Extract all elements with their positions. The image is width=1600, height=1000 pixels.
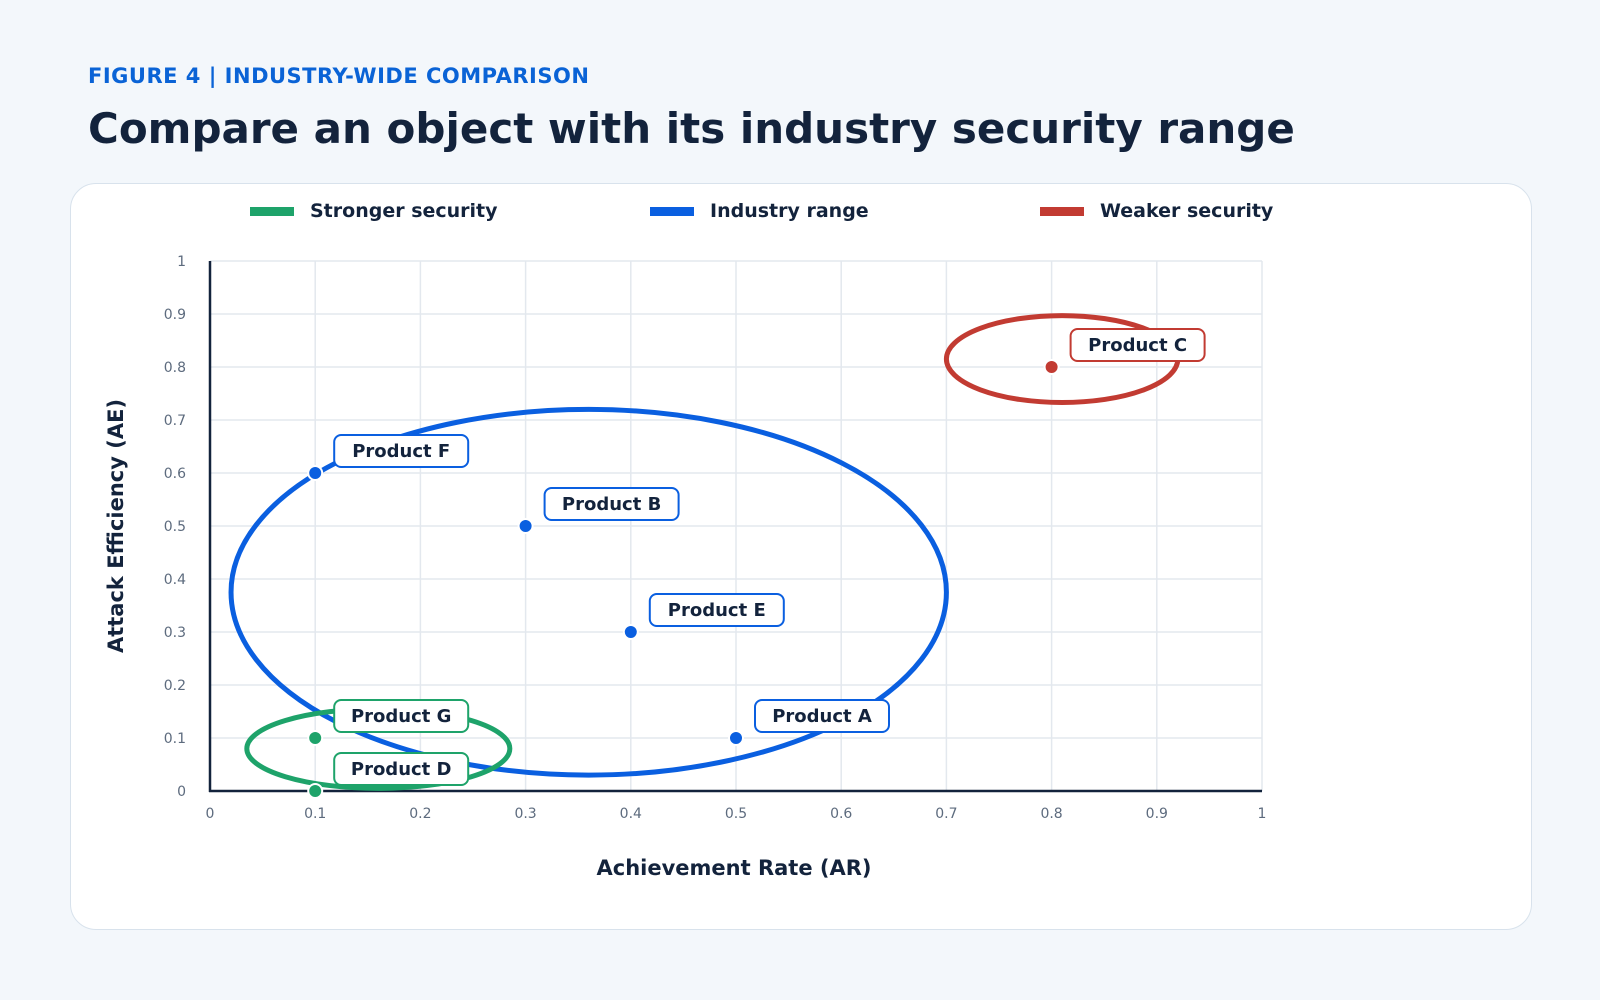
x-tick-label: 0.3 bbox=[514, 806, 536, 822]
y-tick-label: 0.2 bbox=[164, 678, 186, 694]
point-label: Product C bbox=[1088, 335, 1187, 356]
legend-item-industry: Industry range bbox=[650, 200, 869, 222]
legend-swatch-stronger bbox=[250, 206, 294, 216]
y-tick-label: 0.1 bbox=[164, 731, 186, 747]
x-tick-label: 0.9 bbox=[1146, 806, 1168, 822]
y-tick-label: 0.6 bbox=[164, 466, 186, 482]
point-label-box bbox=[754, 699, 890, 733]
point-product-d[interactable]: Product D bbox=[307, 752, 470, 799]
x-tick-label: 0.6 bbox=[830, 806, 852, 822]
point-product-e[interactable]: Product E bbox=[622, 593, 785, 640]
point-marker[interactable] bbox=[728, 730, 744, 746]
legend-swatch-industry bbox=[650, 206, 694, 216]
legend-swatch-weaker bbox=[1040, 206, 1084, 216]
x-tick-label: 0 bbox=[206, 806, 215, 822]
y-tick-label: 0.5 bbox=[164, 519, 186, 535]
point-product-a[interactable]: Product A bbox=[728, 699, 890, 746]
range-ellipse-industry bbox=[228, 406, 949, 778]
point-label: Product A bbox=[772, 706, 872, 727]
y-tick-labels: 0 0.1 0.2 0.3 0.4 0.5 0.6 0.7 0.8 0.9 1 bbox=[164, 254, 186, 800]
point-label: Product B bbox=[562, 494, 661, 515]
x-tick-labels: 0 0.1 0.2 0.3 0.4 0.5 0.6 0.7 0.8 0.9 1 bbox=[206, 806, 1267, 822]
legend-label-weaker: Weaker security bbox=[1100, 200, 1274, 222]
point-label-box bbox=[543, 487, 680, 521]
x-tick-label: 0.8 bbox=[1040, 806, 1062, 822]
figure-eyebrow: FIGURE 4 | INDUSTRY-WIDE COMPARISON bbox=[88, 64, 590, 88]
point-marker[interactable] bbox=[307, 783, 324, 799]
point-label-box bbox=[333, 699, 470, 733]
legend-item-stronger: Stronger security bbox=[250, 200, 498, 222]
point-label: Product D bbox=[351, 759, 452, 780]
point-product-f[interactable]: Product F bbox=[307, 434, 470, 481]
point-label-box bbox=[333, 434, 470, 468]
point-product-g[interactable]: Product G bbox=[307, 699, 470, 746]
point-marker[interactable] bbox=[1043, 359, 1060, 375]
x-tick-label: 0.4 bbox=[620, 806, 642, 822]
point-marker[interactable] bbox=[307, 465, 324, 481]
y-axis-label: Attack Efficiency (AE) bbox=[104, 399, 128, 653]
point-label: Product G bbox=[351, 706, 451, 727]
data-points: Product A Product B Product C Product D Prod… bbox=[307, 328, 1206, 799]
point-label-box bbox=[333, 752, 470, 786]
point-label: Product E bbox=[668, 600, 766, 621]
point-marker[interactable] bbox=[622, 624, 639, 640]
y-tick-label: 0 bbox=[177, 784, 186, 800]
x-tick-label: 0.1 bbox=[304, 806, 326, 822]
point-label: Product F bbox=[352, 441, 450, 462]
y-tick-label: 0.7 bbox=[164, 413, 186, 429]
x-tick-label: 1 bbox=[1258, 806, 1267, 822]
y-tick-label: 0.9 bbox=[164, 307, 186, 323]
x-tick-label: 0.5 bbox=[725, 806, 747, 822]
point-marker[interactable] bbox=[517, 518, 534, 534]
y-tick-label: 1 bbox=[177, 254, 186, 270]
point-product-c[interactable]: Product C bbox=[1043, 328, 1206, 375]
y-tick-label: 0.4 bbox=[164, 572, 186, 588]
chart-axes bbox=[208, 261, 1262, 793]
chart-card bbox=[70, 183, 1532, 930]
x-tick-label: 0.7 bbox=[935, 806, 957, 822]
x-tick-label: 0.2 bbox=[409, 806, 431, 822]
y-tick-label: 0.3 bbox=[164, 625, 186, 641]
y-tick-label: 0.8 bbox=[164, 360, 186, 376]
point-product-b[interactable]: Product B bbox=[517, 487, 680, 534]
point-label-box bbox=[648, 593, 785, 627]
page-title: Compare an object with its industry secu… bbox=[88, 104, 1295, 153]
legend-label-stronger: Stronger security bbox=[310, 200, 498, 222]
x-axis-label: Achievement Rate (AR) bbox=[597, 856, 872, 880]
point-label-box bbox=[1069, 328, 1206, 362]
chart-legend: Stronger security Industry range Weaker … bbox=[0, 200, 1600, 230]
point-marker[interactable] bbox=[307, 730, 324, 746]
legend-item-weaker: Weaker security bbox=[1040, 200, 1273, 222]
legend-label-industry: Industry range bbox=[710, 200, 869, 222]
